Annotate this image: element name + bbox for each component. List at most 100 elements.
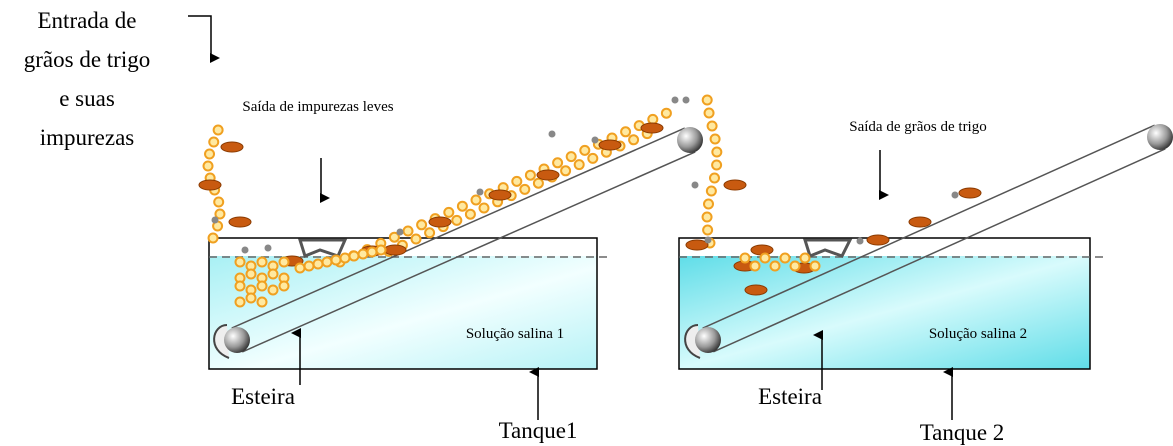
- grain-particle: [709, 172, 721, 184]
- grain-particle: [511, 175, 523, 187]
- grain-particle: [799, 252, 811, 264]
- grain-particle: [357, 248, 369, 260]
- grain-particle: [532, 177, 544, 189]
- tank-label: Tanque 2: [920, 420, 1005, 445]
- roller: [224, 327, 250, 353]
- grain-particle: [739, 252, 751, 264]
- grain-particle: [348, 250, 360, 262]
- grain-particle: [573, 159, 585, 171]
- grain-particle: [565, 151, 577, 163]
- grain-particle: [711, 146, 723, 158]
- grain-particle: [779, 252, 791, 264]
- wheat-grain: [640, 122, 664, 134]
- grain-particle: [388, 231, 400, 243]
- grain-particle: [202, 160, 214, 172]
- grain-particle: [256, 280, 268, 292]
- grain-particle: [375, 244, 387, 256]
- grain-particle: [524, 169, 536, 181]
- tank-label: Tanque1: [499, 418, 578, 443]
- grain-particle: [402, 225, 414, 237]
- grain-particle: [579, 144, 591, 156]
- impurity: [671, 96, 679, 104]
- roller: [695, 327, 721, 353]
- outlet-label: Saída de impurezas leves: [242, 99, 393, 115]
- impurity: [682, 96, 690, 104]
- inlet-arrow: [188, 15, 220, 63]
- impurity: [264, 244, 272, 252]
- grain-particle: [424, 227, 436, 239]
- grain-particle: [267, 284, 279, 296]
- grain-particle: [443, 206, 455, 218]
- wheat-grain: [220, 141, 244, 153]
- grain-particle: [628, 134, 640, 146]
- inlet-label: Entrada de: [38, 8, 137, 33]
- grain-particle: [749, 260, 761, 272]
- grain-particle: [321, 256, 333, 268]
- arrows: [188, 15, 953, 420]
- wheat-grain: [866, 234, 890, 246]
- grain-particle: [294, 262, 306, 274]
- grain-particle: [234, 280, 246, 292]
- grain-particle: [706, 120, 718, 132]
- wheat-grain: [383, 244, 407, 256]
- skimmer: [802, 238, 853, 258]
- wheat-grain: [198, 179, 222, 191]
- grain-particle: [234, 256, 246, 268]
- belts: [213, 124, 1173, 359]
- grain-particle: [213, 196, 225, 208]
- grain-particle: [660, 107, 672, 119]
- impurity: [704, 236, 712, 244]
- grain-particle: [519, 183, 531, 195]
- wheat-grain: [228, 216, 252, 228]
- belt-edge: [702, 124, 1155, 329]
- solution-label: Solução salina 1: [466, 326, 564, 342]
- grain-particle: [703, 107, 715, 119]
- grain-particle: [702, 224, 714, 236]
- grain-particle: [204, 148, 216, 160]
- wheat-grain: [958, 187, 982, 199]
- solution-label: Solução salina 2: [929, 326, 1027, 342]
- belt-edge: [231, 127, 686, 329]
- grain-particle: [212, 124, 224, 136]
- grain-particle: [464, 208, 476, 220]
- grain-particle: [451, 214, 463, 226]
- grain-particle: [560, 165, 572, 177]
- wheat-grain: [723, 179, 747, 191]
- belt-label: Esteira: [758, 384, 822, 409]
- wheat-grain: [908, 216, 932, 228]
- grain-particle: [789, 260, 801, 272]
- grain-particle: [267, 268, 279, 280]
- grain-particle: [701, 94, 713, 106]
- grain-particle: [416, 219, 428, 231]
- impurity: [211, 216, 219, 224]
- grain-particle: [245, 292, 257, 304]
- grain-particle: [620, 126, 632, 138]
- grain-particle: [312, 258, 324, 270]
- rotation-arrow: [684, 324, 701, 359]
- roller: [677, 127, 703, 153]
- inlet-label: grãos de trigo: [24, 47, 150, 72]
- impurity: [591, 136, 599, 144]
- wheat-grain: [744, 284, 768, 296]
- grain-particle: [245, 268, 257, 280]
- outlet-label: Saída de grãos de trigo: [849, 119, 986, 135]
- grain-particle: [207, 232, 219, 244]
- grain-particle: [470, 194, 482, 206]
- grain-particle: [214, 208, 226, 220]
- grain-particle: [587, 152, 599, 164]
- impurity: [396, 228, 404, 236]
- grain-particle: [705, 185, 717, 197]
- grain-particle: [478, 202, 490, 214]
- rotation-arrow: [213, 324, 230, 359]
- grain-particle: [339, 252, 351, 264]
- grain-particle: [303, 260, 315, 272]
- roller: [1147, 124, 1173, 150]
- impurity: [548, 130, 556, 138]
- grains: [198, 94, 982, 308]
- wheat-grain: [488, 189, 512, 201]
- grain-particle: [703, 198, 715, 210]
- grain-particle: [410, 233, 422, 245]
- wheat-grain: [428, 216, 452, 228]
- impurity: [241, 246, 249, 254]
